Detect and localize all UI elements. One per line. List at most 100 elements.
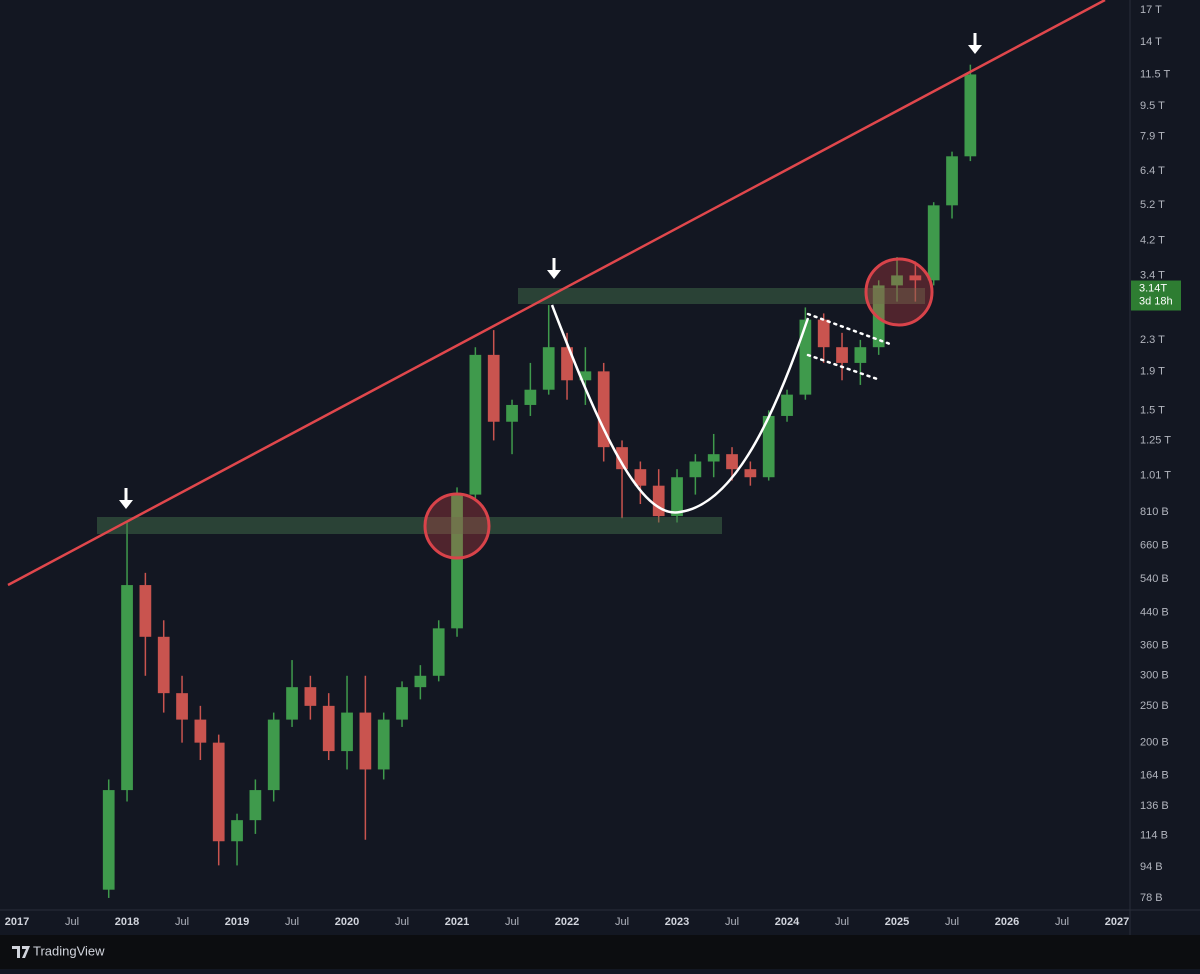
brand-logo: TradingView: [12, 943, 105, 958]
candle-body: [616, 447, 628, 470]
y-tick-label: 164 B: [1140, 769, 1169, 781]
price-tag-label: 3.14T: [1139, 282, 1167, 294]
y-tick-label: 4.2 T: [1140, 234, 1165, 246]
x-tick-label: Jul: [835, 916, 849, 928]
x-tick-label: Jul: [65, 916, 79, 928]
y-tick-label: 810 B: [1140, 506, 1169, 518]
candle-body: [359, 712, 372, 770]
candle-body: [744, 469, 757, 478]
x-tick-label: Jul: [395, 916, 409, 928]
candle-body: [176, 693, 188, 720]
candle-body: [102, 790, 115, 890]
y-tick-label: 94 B: [1140, 861, 1163, 873]
y-tick-label: 6.4 T: [1140, 165, 1165, 177]
x-tick-label: 2023: [665, 916, 689, 928]
candle-body: [506, 404, 518, 422]
y-tick-label: 660 B: [1140, 540, 1169, 552]
x-tick-label: Jul: [175, 916, 189, 928]
candle-body: [836, 347, 848, 363]
candle-body: [341, 712, 353, 752]
candle-body: [762, 415, 775, 478]
arrows: [119, 33, 982, 509]
y-tick-label: 2.3 T: [1140, 334, 1165, 346]
y-tick-label: 1.01 T: [1140, 469, 1171, 481]
trend-line: [7, 0, 1106, 587]
candle-body: [121, 585, 133, 791]
candle-body: [781, 394, 793, 416]
candle-body: [726, 454, 738, 470]
candle-body: [469, 354, 482, 495]
candle-body: [854, 347, 867, 363]
candle-body: [597, 371, 610, 448]
resistance-zone: [518, 288, 925, 304]
candle-body: [304, 687, 317, 706]
y-tick-label: 11.5 T: [1140, 68, 1170, 80]
x-tick-label: 2025: [885, 916, 909, 928]
candle-body: [322, 705, 335, 752]
x-tick-label: Jul: [725, 916, 739, 928]
candle-body: [194, 719, 207, 743]
x-tick-label: 2017: [5, 916, 29, 928]
breakout-circle: [864, 257, 934, 327]
y-tick-label: 136 B: [1140, 800, 1169, 812]
candle-body: [799, 319, 812, 395]
y-axis: 17 T 14 T 11.5 T 9.5 T 7.9 T 6.4 T 5.2 T 4.2 T 3…: [1140, 4, 1171, 904]
candle-body: [377, 719, 390, 770]
candle-body: [652, 485, 665, 517]
price-tag-box: [1131, 280, 1181, 311]
channel-line: [806, 312, 892, 346]
candle-body: [561, 347, 573, 381]
x-tick-label: 2019: [225, 916, 249, 928]
y-tick-label: 200 B: [1140, 737, 1169, 749]
x-tick-label: 2024: [775, 916, 800, 928]
candle-body: [139, 585, 152, 637]
y-tick-label: 440 B: [1140, 607, 1169, 619]
breakout-circle: [423, 492, 491, 560]
cup-curve: [550, 304, 810, 514]
y-tick-label: 17 T: [1140, 4, 1162, 16]
y-tick-label: 360 B: [1140, 640, 1169, 652]
x-axis: 2017 Jul 2018 Jul 2019 Jul 2020 Jul 2021 Jul 2022 J…: [5, 916, 1129, 928]
candle-body: [487, 354, 500, 422]
y-tick-label: 114 B: [1140, 829, 1168, 841]
x-tick-label: 2022: [555, 916, 579, 928]
y-tick-label: 1.9 T: [1140, 365, 1165, 377]
candle-body: [579, 371, 592, 381]
y-tick-label: 3.4 T: [1140, 269, 1165, 281]
candle-body: [267, 719, 280, 791]
y-tick-label: 5.2 T: [1140, 199, 1165, 211]
support-zone: [97, 517, 722, 534]
channel-line: [806, 353, 882, 382]
candle-body: [817, 319, 830, 348]
candle-body: [891, 275, 903, 286]
x-tick-label: Jul: [945, 916, 959, 928]
x-tick-label: Jul: [1055, 916, 1069, 928]
y-tick-label: 7.9 T: [1140, 130, 1165, 142]
candle-body: [249, 790, 262, 821]
candle-body: [451, 494, 463, 629]
candle-body: [524, 389, 537, 405]
x-tick-label: 2018: [115, 916, 139, 928]
candle-body: [927, 205, 940, 281]
y-tick-label: 14 T: [1140, 36, 1162, 48]
candle-body: [286, 687, 298, 720]
y-tick-label: 1.5 T: [1140, 404, 1165, 416]
price-tag-countdown: 3d 18h: [1139, 295, 1173, 307]
candle-body: [542, 347, 555, 390]
footer: [0, 935, 1200, 969]
candle-body: [157, 636, 170, 694]
candle-body: [634, 469, 647, 486]
candle-body: [707, 454, 720, 462]
candle-body: [396, 687, 408, 720]
brand: TradingView: [33, 943, 105, 958]
candle-body: [212, 742, 225, 842]
candle-body: [414, 675, 427, 688]
candle-body: [432, 628, 445, 676]
candle-body: [671, 477, 683, 517]
x-tick-label: Jul: [615, 916, 629, 928]
x-tick-label: Jul: [505, 916, 519, 928]
